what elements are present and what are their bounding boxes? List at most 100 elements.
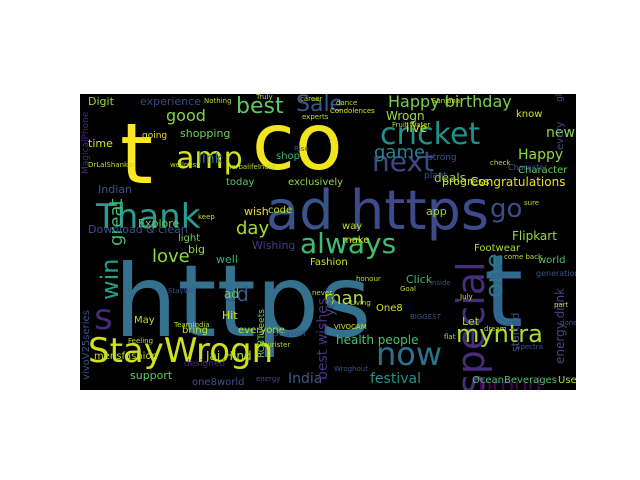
word-ad-25: ad [224,282,249,306]
word-dream-130: dream [484,325,507,333]
word-https-0: https [114,243,372,360]
word-part-121: part [554,301,569,309]
word-fashion-62: Fashion [310,257,348,268]
word-energy-108: energy [256,375,281,383]
word-shop-44: shop [276,151,301,162]
word-well-61: well [216,253,238,266]
word-vivocam-114: VIVOCAM [334,323,367,331]
word-never-111: never [312,289,333,297]
word-season-86: season [274,329,306,339]
word-myntra-18: myntra [456,320,543,348]
word-love-22: love [152,246,190,267]
word-spectra-129: Spectra [516,343,543,351]
word-way-66: way [342,221,363,232]
word-time-48: time [88,137,113,150]
word-code-49: code [268,205,293,216]
word-digit-43: Digit [88,95,114,108]
word-rise-104: Rise [294,145,309,153]
word-glam-93: glam [555,94,565,102]
word-win-23: win [96,258,124,300]
word-click-63: Click [406,273,433,286]
word-living-127: Living [350,299,371,307]
word-character-45: Character [518,165,568,176]
word-light-57: light [178,233,201,244]
word-vivov25series-82: vivoV25series [81,310,92,380]
word-wish-50: wish [244,205,269,218]
word-designed-89: designed [184,359,226,369]
word-fruit-water-113: Fruit Water [392,121,431,129]
word-one8world-74: one8world [192,377,245,388]
word-indian-47: Indian [98,183,132,196]
word-make-67: make [342,235,370,246]
word-wellness-118: wellness [170,161,200,169]
word-congratulations-30: Congratulations [470,175,566,189]
word-one8-71: One8 [376,303,403,314]
word-sanjana-97: Sanjana [432,97,461,105]
word-wroghout-107: Wroghout [334,365,368,373]
word-strong-87: strong [428,153,457,163]
word-good-28: good [166,106,206,125]
word-may-68: May [134,315,155,326]
word-wishing-59: Wishing [252,239,296,252]
word-character-94: Character [508,163,548,172]
word-generation-101: generation [536,269,576,278]
word-ad-70: ad [224,287,239,301]
word-use-81: Use [558,375,576,386]
word-new-32: new [546,125,575,141]
word-nothing-100: Nothing [204,97,232,105]
word-truly-112: Truly [256,94,273,101]
word-support-73: support [130,369,173,382]
word-amp-4: amp [176,141,243,176]
word-live-42: live [406,121,428,135]
word-keep-128: keep [198,213,215,221]
word-cricket-7: cricket [380,117,481,152]
word-tourister-109: Tourister [260,341,291,349]
word-one-20: one [480,253,508,298]
word-flipkart-36: Flipkart [512,229,557,243]
word-download-clean-56: Download & clean [88,223,188,236]
word-mensfashion-84: mensfashion [94,351,158,362]
word-feeling-125: Feeling [128,337,154,345]
word-goal-123: Goal [400,285,416,293]
word-flat-105: flat [444,333,456,341]
word-man-26: man [324,288,364,309]
word-everyone-76: everyone [238,325,285,336]
word-co-2: co [252,98,343,188]
word-plant-88: plant [424,171,447,181]
word-biggest-106: BIGGEST [410,313,441,321]
word-festival-34: festival [370,371,421,387]
word-world-64: world [538,255,566,266]
word-jai-hind-37: Jai Hind [206,349,252,363]
word-link-33: link [198,151,223,167]
word-game-21: game [374,142,426,163]
word-bring-75: bring [182,325,208,336]
word-drlalshankar-115: DrLalShankar [88,161,136,169]
word-wrogn-41: Wrogn [386,109,425,123]
word-teamindia-117: TeamIndia [174,321,210,329]
word-t-3: t [120,105,153,203]
word-t-1: t [484,233,524,350]
word-always-12: always [300,227,397,260]
word-https-6: https [350,179,489,242]
word-check-119: check [490,159,511,167]
word-experience-40: experience [140,95,201,108]
word-done-103: done [560,319,576,327]
word-come-back-124: come back [504,253,543,261]
word-next-10: next [372,145,435,178]
word-let-77: Let [462,315,480,328]
word-happy-birthday-17: Happy birthday [388,94,512,111]
word-dance-99: dance [336,99,358,107]
word-staywel-116: StayWel [168,287,197,295]
word-s-14: s [94,297,113,338]
word-sale-15: Sale [296,94,344,117]
word-health-people-72: health people [336,333,419,347]
word-staywrogn-9: StayWrogn [88,331,274,371]
word-today-55: today [226,177,255,188]
word-thank-8: Thank [96,197,201,237]
word-rcbtweets-85: RCBTweets [257,309,267,358]
word-exclusively-53: exclusively [288,177,344,188]
word-happy-29: Happy [518,147,564,163]
word-oceanbeverages-80: OceanBeverages [472,375,558,386]
word-career-98: career [300,95,323,103]
word-shopping-39: shopping [180,127,231,140]
